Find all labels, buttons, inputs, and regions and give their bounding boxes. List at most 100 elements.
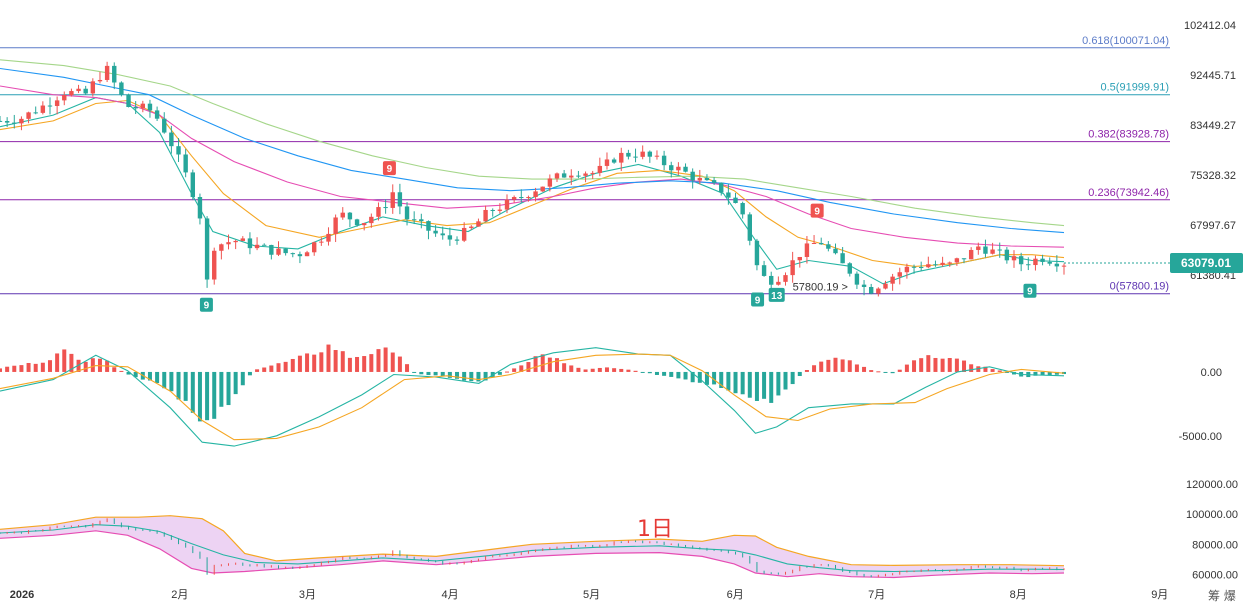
macd-bar [926,355,931,372]
current-price-value: 63079.01 [1181,256,1231,270]
macd-bar [319,352,324,372]
td-marker-label: 9 [204,301,210,312]
macd-bar [283,361,288,372]
candle [719,182,724,193]
candle [690,171,695,181]
macd-bar [854,364,859,372]
td-marker [382,161,396,176]
macd-bar [455,371,460,379]
macd-bar [447,371,452,378]
candle [404,206,410,220]
corner-label[interactable]: 筹 爆 [1208,589,1236,603]
candle [354,219,360,226]
macd-bar [383,347,388,372]
macd-bar [526,362,531,372]
macd-bar [426,371,431,376]
axes: 2026 2月 3月 4月 5月 6月 7月 8月 9月 [10,589,1169,601]
macd-bar [983,366,988,372]
macd-bar [569,365,574,372]
candle [819,243,824,245]
candle [697,178,703,181]
upper-band-line [0,515,1065,567]
macd-bar [269,365,274,372]
macd-bar [40,362,45,372]
macd-bar [640,371,645,373]
macd-tick-label: 0.00 [1201,367,1222,379]
candle [797,256,802,261]
candle [854,273,860,285]
candle [604,159,610,166]
candle [290,253,295,255]
candle [904,266,910,273]
candle [262,244,267,246]
candle [140,103,146,109]
candle [890,276,895,284]
macd-tick-label: -5000.00 [1179,431,1222,443]
current-price-tag [1170,252,1243,273]
macd-bar [654,371,659,375]
candle [861,284,867,287]
band-panel[interactable]: 120000.00 100000.00 80000.00 60000.00 1日 [0,479,1238,581]
band-tick-label: 100000.00 [1186,509,1238,521]
macd-bar [19,365,24,372]
price-tick-label: 75328.32 [1190,170,1236,182]
macd-bar [947,358,952,372]
candle [40,105,46,113]
x-tick-label: 4月 [442,589,459,601]
candle [633,156,638,158]
macd-slow-line [0,353,1065,441]
candle [219,244,224,251]
candle [554,173,560,179]
x-tick-label: 3月 [299,589,316,601]
candle [961,258,967,260]
macd-bar [1004,371,1009,373]
candle [0,120,3,122]
macd-bar [247,371,252,376]
macd-bar [662,371,667,376]
price-tick-label: 83449.27 [1190,120,1236,132]
candle [683,166,688,172]
macd-bar [819,361,824,372]
candle [297,254,303,257]
macd-bar [533,356,538,372]
macd-bar [297,355,302,372]
macd-bar [804,370,809,372]
macd-bar [590,368,595,372]
candle [47,105,53,107]
fib-label: 0(57800.19) [1110,281,1169,293]
candle [533,191,538,198]
macd-bar [833,357,838,372]
macd-bar [876,371,881,373]
candle [654,155,660,157]
candle [254,244,260,249]
macd-bar [190,371,195,413]
candle [983,246,988,254]
macd-bar [1040,371,1045,376]
macd-bar [704,371,709,385]
macd-bar [497,371,502,375]
candle [426,221,431,231]
moving-average-line [0,67,1065,234]
macd-bar [205,371,210,421]
moving-average-line [0,97,1065,285]
moving-average-line [0,85,1065,248]
candle [997,249,1002,251]
candle [447,235,453,240]
candle [133,107,138,109]
macd-bar [340,351,345,372]
candle [1026,264,1031,266]
candle [411,219,417,221]
price-panel[interactable]: 0.618(100071.04) 0.5(91999.91) 0.382(83928… [0,20,1243,312]
macd-bar [697,371,702,383]
moving-average-line [0,99,1065,267]
candle [197,197,203,219]
candle [1061,265,1067,267]
macd-bar [712,371,717,385]
macd-panel[interactable]: 0.00 -5000.00 [0,344,1222,447]
x-tick-label: 2月 [171,589,188,601]
candle [483,209,488,222]
macd-bar [962,360,967,372]
candle [304,252,310,257]
td-marker-label: 9 [755,295,761,306]
